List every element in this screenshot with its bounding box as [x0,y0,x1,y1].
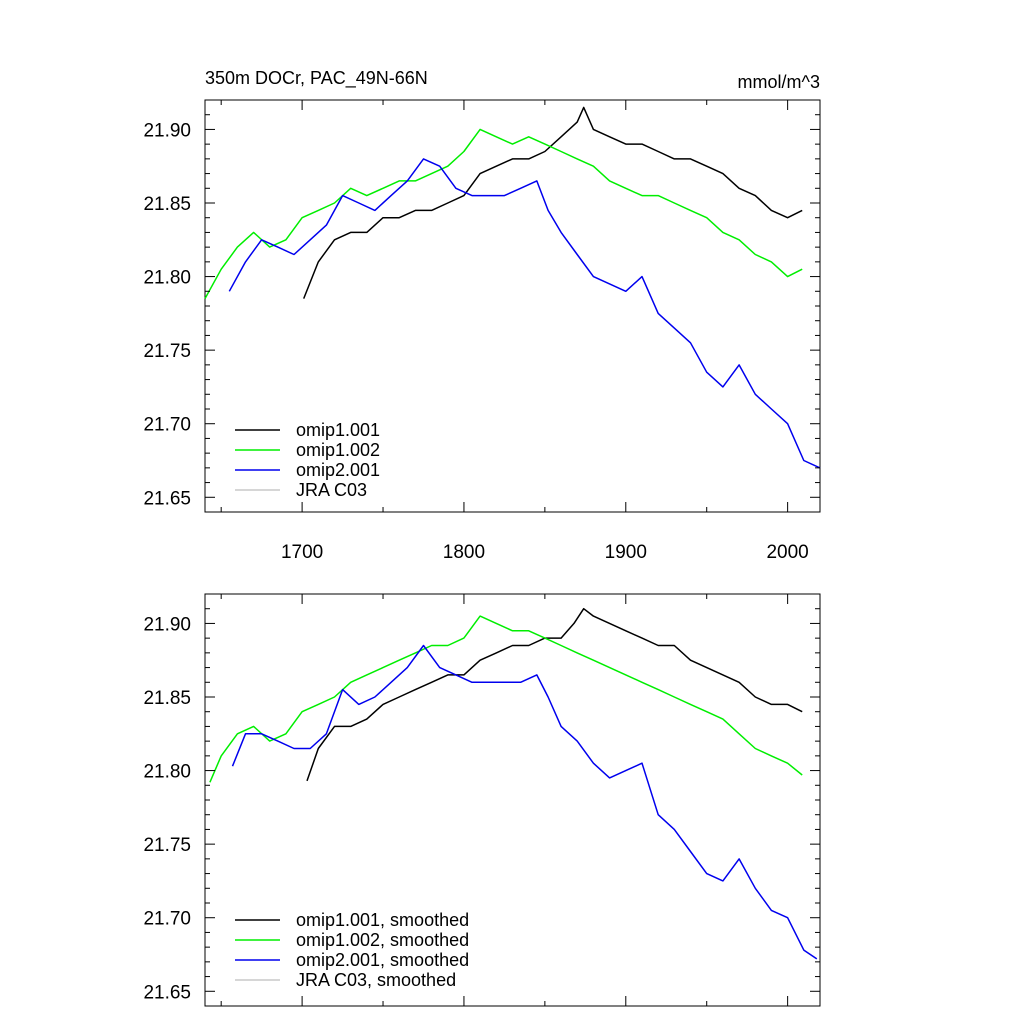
legend-label-omip2-001: omip2.001 [296,460,380,480]
x-tick-label: 1800 [443,542,485,563]
legend-label-omip2-001-smoothed: omip2.001, smoothed [296,950,469,970]
top-panel-title: 350m DOCr, PAC_49N-66N [205,68,428,89]
x-tick-label: 1900 [605,542,647,563]
top-panel-lines [204,106,821,469]
series-line-omip2-001 [228,158,821,469]
legend-label-jra-c03: JRA C03 [296,480,367,500]
top-panel-ticks: 21.65 21.70 21.75 21.80 21.85 21.90 1700 1800 19… [143,99,820,563]
series-line-omip1-001 [303,106,803,299]
legend-label-omip1-001-smoothed: omip1.001, smoothed [296,910,469,930]
legend-label-omip1-001: omip1.001 [296,420,380,440]
y-tick-label: 21.90 [143,120,191,141]
bottom-panel-lines [209,607,818,960]
legend-label-omip1-002-smoothed: omip1.002, smoothed [296,930,469,950]
bottom-panel: 21.65 21.70 21.75 21.80 21.85 21.90 omip1.001… [143,593,821,1007]
series-line-omip2-001-smoothed [231,644,818,960]
bottom-panel-ticks: 21.65 21.70 21.75 21.80 21.85 21.90 [143,593,820,1007]
x-tick-label: 1700 [281,542,323,563]
top-panel-units: mmol/m^3 [738,72,820,92]
x-tick-label: 2000 [766,542,808,563]
y-tick-label: 21.65 [143,488,191,509]
y-tick-label: 21.90 [143,614,191,635]
y-tick-label: 21.80 [143,268,191,289]
series-line-omip1-002-smoothed [209,615,803,783]
y-tick-label: 21.85 [143,194,191,215]
series-line-omip1-001-smoothed [306,607,803,782]
y-tick-label: 21.85 [143,688,191,709]
y-tick-label: 21.80 [143,762,191,783]
y-tick-label: 21.75 [143,341,191,362]
y-tick-label: 21.70 [143,415,191,436]
y-tick-label: 21.65 [143,982,191,1003]
y-tick-label: 21.70 [143,909,191,930]
y-tick-label: 21.75 [143,835,191,856]
legend-label-jra-c03-smoothed: JRA C03, smoothed [296,970,456,990]
series-line-omip1-002 [204,128,803,299]
top-panel: 350m DOCr, PAC_49N-66N mmol/m^3 21.6521.… [143,68,821,563]
legend-label-omip1-002: omip1.002 [296,440,380,460]
